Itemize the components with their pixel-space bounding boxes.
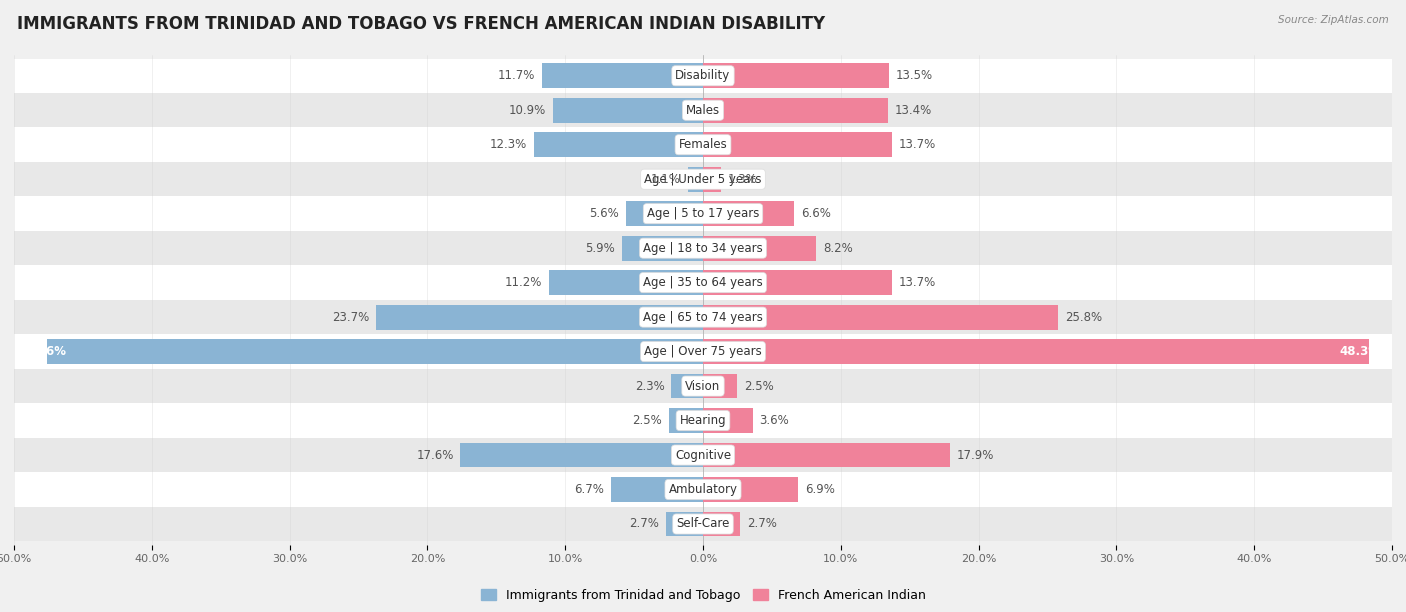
Text: 1.1%: 1.1% — [651, 173, 681, 185]
Text: 6.9%: 6.9% — [806, 483, 835, 496]
Bar — [14, 369, 1392, 403]
Bar — [14, 231, 1392, 266]
Text: 5.6%: 5.6% — [589, 207, 619, 220]
Text: Disability: Disability — [675, 69, 731, 82]
Bar — [553, 98, 703, 122]
Bar — [14, 438, 1392, 472]
Text: Ambulatory: Ambulatory — [668, 483, 738, 496]
Text: 17.9%: 17.9% — [956, 449, 994, 461]
Text: 8.2%: 8.2% — [823, 242, 852, 255]
Text: 5.9%: 5.9% — [585, 242, 614, 255]
Bar — [703, 374, 738, 398]
Bar — [14, 266, 1392, 300]
Bar — [666, 512, 703, 536]
Text: 13.4%: 13.4% — [894, 104, 932, 117]
Text: 13.7%: 13.7% — [898, 138, 936, 151]
Bar — [703, 236, 815, 261]
Text: Source: ZipAtlas.com: Source: ZipAtlas.com — [1278, 15, 1389, 25]
Bar — [14, 59, 1392, 93]
Text: IMMIGRANTS FROM TRINIDAD AND TOBAGO VS FRENCH AMERICAN INDIAN DISABILITY: IMMIGRANTS FROM TRINIDAD AND TOBAGO VS F… — [17, 15, 825, 33]
Bar — [610, 477, 703, 502]
Bar — [14, 507, 1392, 541]
Text: 2.3%: 2.3% — [634, 379, 665, 392]
Text: 47.6%: 47.6% — [25, 345, 66, 358]
Text: 6.7%: 6.7% — [574, 483, 603, 496]
Text: 2.5%: 2.5% — [744, 379, 775, 392]
Text: 2.7%: 2.7% — [628, 518, 659, 531]
Text: Vision: Vision — [685, 379, 721, 392]
Bar — [703, 442, 949, 468]
Bar — [14, 127, 1392, 162]
Bar — [703, 98, 887, 122]
Bar — [703, 477, 799, 502]
Text: 12.3%: 12.3% — [489, 138, 527, 151]
Bar — [14, 472, 1392, 507]
Text: 10.9%: 10.9% — [509, 104, 546, 117]
Text: Age | Under 5 years: Age | Under 5 years — [644, 173, 762, 185]
Bar — [14, 93, 1392, 127]
Text: Females: Females — [679, 138, 727, 151]
Text: Age | 5 to 17 years: Age | 5 to 17 years — [647, 207, 759, 220]
Text: 2.5%: 2.5% — [631, 414, 662, 427]
Bar — [541, 64, 703, 88]
Bar — [703, 64, 889, 88]
Text: Age | 18 to 34 years: Age | 18 to 34 years — [643, 242, 763, 255]
Text: Cognitive: Cognitive — [675, 449, 731, 461]
Text: 11.7%: 11.7% — [498, 69, 534, 82]
Bar — [14, 403, 1392, 438]
Bar — [703, 201, 794, 226]
Bar — [703, 132, 891, 157]
Text: Self-Care: Self-Care — [676, 518, 730, 531]
Bar — [14, 196, 1392, 231]
Bar — [703, 408, 752, 433]
Bar — [703, 512, 740, 536]
Text: 13.7%: 13.7% — [898, 276, 936, 289]
Bar — [703, 305, 1059, 329]
Bar — [48, 339, 703, 364]
Bar — [703, 339, 1368, 364]
Text: 48.3%: 48.3% — [1340, 345, 1381, 358]
Text: 23.7%: 23.7% — [332, 311, 370, 324]
Bar — [14, 300, 1392, 334]
Bar — [14, 334, 1392, 369]
Bar — [533, 132, 703, 157]
Text: Age | 65 to 74 years: Age | 65 to 74 years — [643, 311, 763, 324]
Bar — [671, 374, 703, 398]
Bar — [688, 167, 703, 192]
Text: Hearing: Hearing — [679, 414, 727, 427]
Bar — [377, 305, 703, 329]
Bar — [626, 201, 703, 226]
Text: 1.3%: 1.3% — [728, 173, 758, 185]
Bar — [621, 236, 703, 261]
Text: Males: Males — [686, 104, 720, 117]
Bar — [14, 162, 1392, 196]
Text: 25.8%: 25.8% — [1066, 311, 1102, 324]
Bar — [703, 167, 721, 192]
Text: Age | Over 75 years: Age | Over 75 years — [644, 345, 762, 358]
Text: 6.6%: 6.6% — [801, 207, 831, 220]
Text: 13.5%: 13.5% — [896, 69, 934, 82]
Text: 2.7%: 2.7% — [747, 518, 778, 531]
Text: Age | 35 to 64 years: Age | 35 to 64 years — [643, 276, 763, 289]
Bar — [669, 408, 703, 433]
Legend: Immigrants from Trinidad and Tobago, French American Indian: Immigrants from Trinidad and Tobago, Fre… — [475, 584, 931, 607]
Text: 11.2%: 11.2% — [505, 276, 541, 289]
Text: 3.6%: 3.6% — [759, 414, 789, 427]
Bar — [703, 271, 891, 295]
Bar — [548, 271, 703, 295]
Text: 17.6%: 17.6% — [416, 449, 454, 461]
Bar — [461, 442, 703, 468]
